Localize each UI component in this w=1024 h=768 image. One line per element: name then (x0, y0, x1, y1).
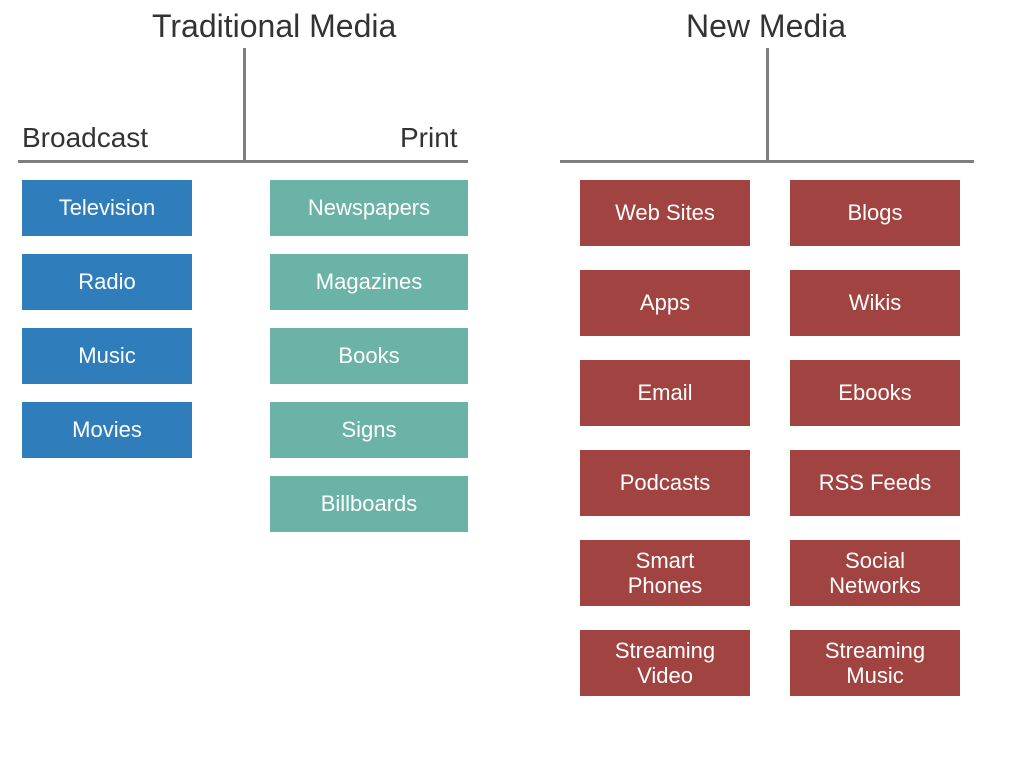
media-types-diagram: Traditional Media Broadcast Print Televi… (0, 0, 1024, 768)
traditional-horizontal-line (18, 160, 468, 163)
media-box: Television (22, 180, 192, 236)
media-box: SocialNetworks (790, 540, 960, 606)
broadcast-column: Television Radio Music Movies (22, 180, 192, 458)
media-box: RSS Feeds (790, 450, 960, 516)
media-box: Music (22, 328, 192, 384)
media-box: Movies (22, 402, 192, 458)
new-media-right-column: Blogs Wikis Ebooks RSS Feeds SocialNetworks S… (790, 180, 960, 696)
new-media-left-column: Web Sites Apps Email Podcasts SmartPhones Str… (580, 180, 750, 696)
media-box: Signs (270, 402, 468, 458)
new-media-title: New Media (686, 8, 846, 45)
media-box: Magazines (270, 254, 468, 310)
media-box: Apps (580, 270, 750, 336)
print-subhead: Print (400, 122, 458, 154)
media-box: Ebooks (790, 360, 960, 426)
media-box: StreamingMusic (790, 630, 960, 696)
new-media-stem-line (766, 48, 769, 160)
print-column: Newspapers Magazines Books Signs Billboards (270, 180, 468, 532)
media-box: Blogs (790, 180, 960, 246)
media-box: StreamingVideo (580, 630, 750, 696)
media-box: Books (270, 328, 468, 384)
media-box: Billboards (270, 476, 468, 532)
media-box: Wikis (790, 270, 960, 336)
traditional-media-title: Traditional Media (152, 8, 396, 45)
media-box: Newspapers (270, 180, 468, 236)
media-box: Web Sites (580, 180, 750, 246)
new-media-horizontal-line (560, 160, 974, 163)
media-box: SmartPhones (580, 540, 750, 606)
media-box: Radio (22, 254, 192, 310)
traditional-stem-line (243, 48, 246, 160)
media-box: Email (580, 360, 750, 426)
broadcast-subhead: Broadcast (22, 122, 148, 154)
media-box: Podcasts (580, 450, 750, 516)
